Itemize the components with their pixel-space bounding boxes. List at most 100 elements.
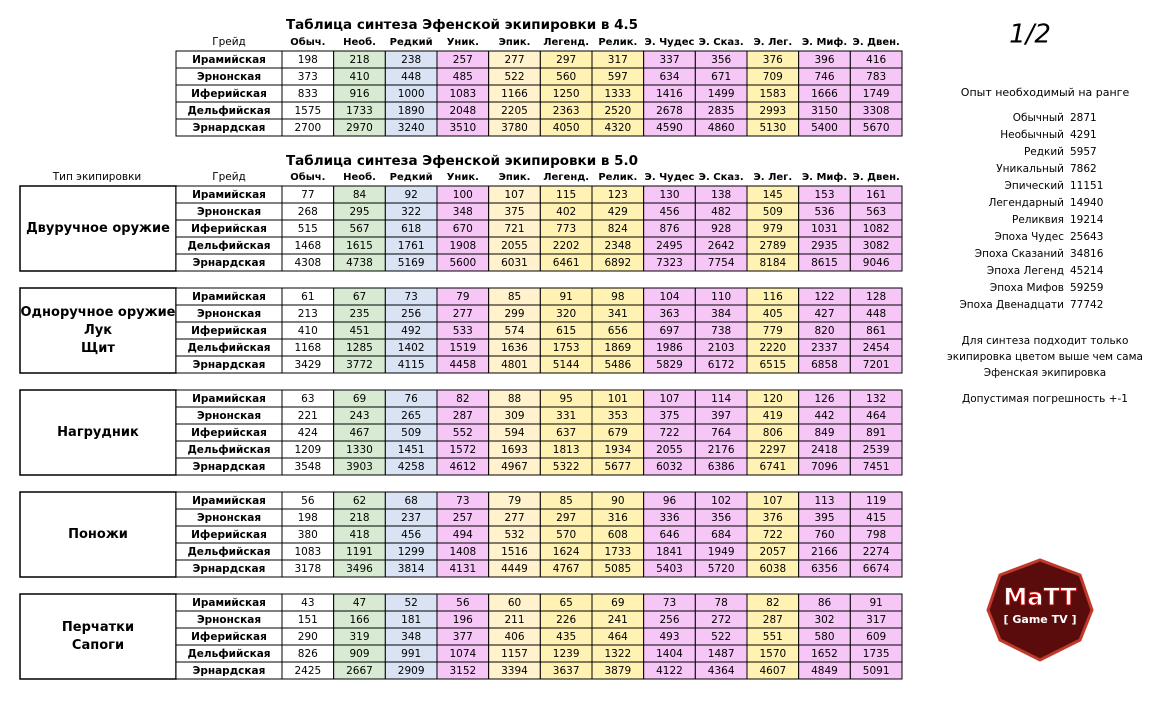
value: 451 — [349, 325, 369, 337]
value: 1322 — [604, 648, 631, 660]
value: 5400 — [811, 122, 838, 134]
value: 5169 — [398, 257, 425, 269]
value: 4607 — [759, 665, 786, 677]
grade-name: Дельфийская — [187, 546, 270, 558]
column-header: Релик. — [598, 37, 637, 48]
value: 4449 — [501, 563, 528, 575]
grade-name: Ирамийская — [192, 597, 266, 609]
value: 552 — [453, 427, 473, 439]
value: 3429 — [294, 359, 321, 371]
value: 4801 — [501, 359, 528, 371]
exp-name: Редкий — [1024, 146, 1064, 158]
column-header: Легенд. — [543, 172, 589, 183]
value: 6741 — [759, 461, 786, 473]
value: 1408 — [449, 546, 476, 558]
value: 1869 — [604, 342, 631, 354]
grade-header: Грейд — [212, 171, 246, 183]
value: 410 — [298, 325, 318, 337]
grade-name: Иферийская — [191, 529, 267, 541]
logo-name: MaTT — [1003, 583, 1077, 611]
value: 3152 — [449, 665, 476, 677]
value: 448 — [401, 71, 421, 83]
grade-name: Ирамийская — [192, 291, 266, 303]
grade-name: Дельфийская — [187, 342, 270, 354]
value: 257 — [453, 54, 473, 66]
value: 2418 — [811, 444, 838, 456]
value: 563 — [866, 206, 886, 218]
value: 98 — [611, 291, 624, 303]
value: 43 — [301, 597, 314, 609]
value: 2970 — [346, 122, 373, 134]
value: 322 — [401, 206, 421, 218]
value: 1083 — [294, 546, 321, 558]
value: 268 — [298, 206, 318, 218]
type-cell — [19, 593, 177, 680]
value: 560 — [556, 71, 576, 83]
value: 3879 — [604, 665, 631, 677]
value: 580 — [814, 631, 834, 643]
value: 456 — [659, 206, 679, 218]
value: 2495 — [656, 240, 683, 252]
value: 5720 — [708, 563, 735, 575]
value: 3082 — [863, 240, 890, 252]
exp-name: Легендарный — [988, 197, 1064, 209]
value: 1082 — [863, 223, 890, 235]
value: 69 — [353, 393, 366, 405]
value: 7096 — [811, 461, 838, 473]
value: 6031 — [501, 257, 528, 269]
column-header: Э. Лег. — [753, 172, 792, 183]
value: 419 — [763, 410, 783, 422]
value: 609 — [866, 631, 886, 643]
value: 2220 — [759, 342, 786, 354]
value: 299 — [504, 308, 524, 320]
column-header: Э. Двен. — [852, 172, 899, 183]
value: 3903 — [346, 461, 373, 473]
value: 122 — [814, 291, 834, 303]
value: 84 — [353, 189, 367, 201]
exp-value: 25643 — [1070, 231, 1103, 243]
value: 290 — [298, 631, 318, 643]
value: 574 — [504, 325, 524, 337]
value: 1572 — [449, 444, 476, 456]
value: 2297 — [759, 444, 786, 456]
value: 397 — [711, 410, 731, 422]
exp-name: Эпоха Легенд — [987, 265, 1064, 277]
value: 96 — [663, 495, 677, 507]
value: 1908 — [449, 240, 476, 252]
type-cell — [19, 491, 177, 578]
value: 1986 — [656, 342, 683, 354]
value: 309 — [504, 410, 524, 422]
value: 52 — [404, 597, 417, 609]
column-header: Э. Чудес — [644, 37, 694, 48]
value: 5144 — [553, 359, 580, 371]
value: 3394 — [501, 665, 528, 677]
value: 482 — [711, 206, 731, 218]
value: 427 — [814, 308, 834, 320]
value: 492 — [401, 325, 421, 337]
value: 119 — [866, 495, 886, 507]
type-header: Тип экипировки — [52, 171, 142, 183]
column-header: Э. Лег. — [753, 37, 792, 48]
value: 634 — [659, 71, 679, 83]
value: 806 — [763, 427, 783, 439]
value: 1516 — [501, 546, 528, 558]
value: 509 — [401, 427, 421, 439]
column-header: Редкий — [390, 37, 433, 48]
column-header: Редкий — [390, 172, 433, 183]
exp-name: Эпоха Двенадцати — [959, 299, 1064, 311]
value: 213 — [298, 308, 318, 320]
logo-shield — [986, 558, 1094, 662]
value: 2835 — [708, 105, 735, 117]
value: 6356 — [811, 563, 838, 575]
value: 4122 — [656, 665, 683, 677]
value: 256 — [401, 308, 421, 320]
value-cell — [849, 355, 903, 374]
value: 238 — [401, 54, 421, 66]
value: 849 — [814, 427, 834, 439]
value: 320 — [556, 308, 576, 320]
value: 86 — [818, 597, 832, 609]
value: 1934 — [604, 444, 631, 456]
equipment-type: Нагрудник — [57, 425, 139, 440]
value: 287 — [763, 614, 783, 626]
column-header: Э. Чудес — [644, 172, 694, 183]
